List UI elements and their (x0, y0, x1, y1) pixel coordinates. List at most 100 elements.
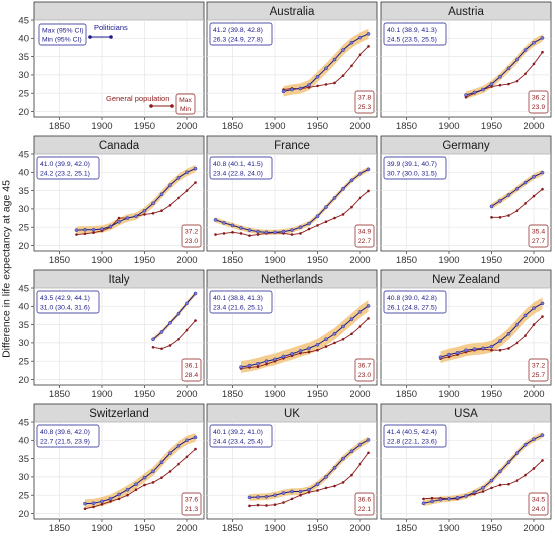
politicians-point (464, 348, 468, 353)
general-population-point (307, 350, 311, 354)
general-population-point (75, 233, 78, 236)
general-min-label: 23.9 (532, 104, 545, 111)
politicians-point (438, 355, 443, 359)
y-tick-label: 30 (18, 204, 29, 215)
x-tick-label: 1900 (91, 523, 112, 534)
general-population-point (498, 483, 502, 487)
general-population-point (350, 205, 353, 209)
politicians-point (498, 199, 502, 203)
panel-uk: UK 1850 1900 1950 2000 40.1 (39.2, 41.0) 24.4 … (206, 403, 378, 534)
politicians-point (358, 35, 362, 40)
x-tick-label: 1850 (396, 121, 417, 132)
general-min-label: 27.7 (532, 238, 545, 245)
politicians-point (489, 344, 494, 349)
politicians-point (239, 226, 243, 230)
general-population-point (532, 194, 536, 198)
panel-germany: Germany 1850 1900 1950 2000 39.9 (39.1, 40.7)… (380, 135, 552, 266)
politicians-point (341, 48, 345, 52)
politicians-point (332, 331, 337, 336)
legend-general-min: Min (180, 106, 191, 113)
politicians-point (358, 171, 362, 176)
general-population-point (333, 341, 336, 345)
y-tick-label: 40 (18, 302, 29, 313)
politicians-point (264, 494, 269, 499)
politicians-point (315, 342, 320, 347)
general-population-point (143, 213, 146, 216)
politicians-point (489, 82, 494, 86)
general-max-label: 35.4 (532, 229, 545, 236)
panel-title: Switzerland (89, 408, 148, 420)
general-label-box (181, 358, 202, 382)
x-tick-label: 1850 (396, 523, 417, 534)
general-population-point (333, 81, 336, 85)
x-tick-label: 1900 (438, 523, 459, 534)
general-population-point (256, 365, 260, 368)
politicians-point (532, 174, 536, 179)
general-population-point (239, 232, 243, 235)
y-tick-label: 40 (18, 436, 29, 447)
x-tick-label: 1900 (264, 523, 285, 534)
politicians-point (366, 304, 371, 308)
general-population-point (194, 447, 197, 451)
general-population-point (160, 209, 163, 213)
politicians-point (481, 346, 485, 351)
politicians-label-box (383, 424, 447, 448)
x-tick-label: 2000 (523, 389, 544, 400)
general-population-point (92, 505, 95, 509)
general-label-box (181, 224, 202, 248)
y-axis-label: Difference in life expectancy at age 45 (1, 180, 13, 358)
politicians-point (193, 166, 198, 171)
y-tick-label: 30 (18, 70, 29, 81)
politicians-point (100, 227, 104, 231)
x-tick-label: 1850 (396, 389, 417, 400)
general-min-label: 28.4 (185, 372, 198, 379)
politicians-max-label: 40.8 (40.1, 41.5) (213, 161, 263, 168)
general-population-point (341, 74, 345, 77)
politicians-point (151, 469, 155, 474)
politicians-point (256, 495, 260, 499)
general-min-label: 25.7 (532, 372, 545, 379)
panel-france: France 1850 1900 1950 2000 40.8 (40.1, 41.5) 2… (206, 135, 378, 266)
general-population-point (341, 481, 345, 484)
politicians-point (91, 501, 96, 506)
politicians-point (185, 438, 189, 443)
x-tick-label: 1850 (49, 389, 70, 400)
general-population-line (152, 320, 196, 350)
politicians-point (506, 331, 511, 336)
general-population-point (515, 209, 519, 213)
politicians-point (247, 363, 252, 368)
politicians-point (464, 494, 468, 498)
general-min-label: 21.3 (185, 506, 198, 513)
x-tick-label: 2000 (349, 255, 370, 266)
y-tick-label: 20 (18, 509, 29, 520)
y-tick-label: 20 (18, 107, 29, 118)
politicians-label-box (36, 156, 100, 180)
general-max-label: 36.2 (532, 95, 545, 102)
general-population-point (126, 493, 129, 497)
politicians-ci-band (85, 432, 196, 509)
general-population-point (222, 232, 226, 235)
politicians-point (239, 365, 243, 369)
politicians-ci-band (76, 164, 196, 234)
politicians-point (176, 175, 181, 180)
general-population-point (541, 187, 544, 191)
general-max-label: 34.9 (358, 229, 371, 236)
politicians-point (74, 228, 79, 232)
politicians-point (489, 204, 494, 209)
general-population-point (367, 189, 370, 193)
politicians-point (256, 361, 260, 366)
politicians-point (532, 40, 536, 45)
politicians-point (117, 219, 121, 224)
politicians-point (341, 324, 345, 329)
general-population-point (350, 473, 353, 477)
politicians-point (332, 57, 337, 62)
legend-general-point (149, 104, 153, 108)
general-population-point (541, 315, 544, 318)
politicians-max-label: 41.4 (40.5, 42.4) (387, 429, 437, 436)
general-max-label: 37.2 (185, 229, 198, 236)
x-tick-label: 2000 (523, 523, 544, 534)
general-population-point (151, 211, 155, 215)
general-population-point (273, 503, 277, 507)
y-tick-label: 40 (18, 168, 29, 179)
